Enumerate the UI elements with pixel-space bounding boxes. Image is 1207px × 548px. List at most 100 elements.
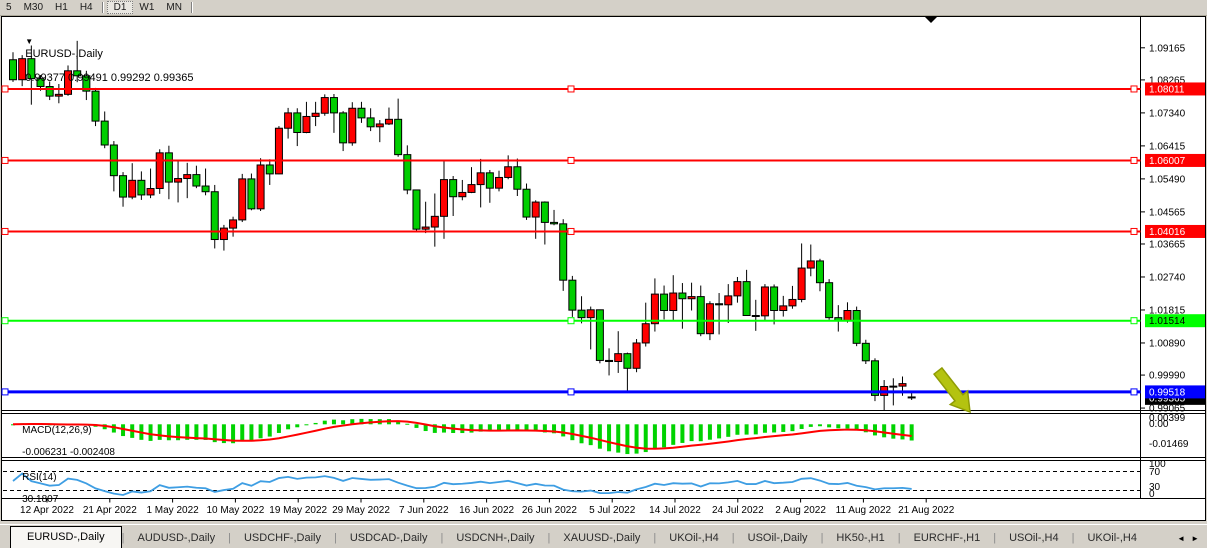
timeframe-button-M30[interactable]: M30 (23, 2, 44, 13)
svg-text:0.99065: 0.99065 (1149, 404, 1186, 415)
timeframe-button-MN[interactable]: MN (166, 2, 182, 13)
tabs-scroll-left-icon[interactable]: ◄ (1177, 534, 1186, 543)
svg-text:1.02740: 1.02740 (1149, 272, 1186, 283)
svg-text:-0.01469: -0.01469 (1149, 439, 1189, 450)
tab-separator: | (1071, 532, 1075, 544)
hline-handle[interactable] (1130, 156, 1138, 164)
tab-usdcnh-daily[interactable]: USDCNH-,Daily (456, 532, 535, 544)
hline-handle[interactable] (1130, 85, 1138, 93)
tab-separator: | (547, 532, 551, 544)
tab-usoil-daily[interactable]: USOil-,Daily (747, 532, 808, 544)
svg-text:1.01815: 1.01815 (1149, 305, 1186, 316)
price-badge-1.04016: 1.04016 (1145, 224, 1205, 238)
hline-handle[interactable] (1, 227, 9, 235)
tab-ukoil-h4[interactable]: UKOil-,H4 (1087, 532, 1137, 544)
hline-1.06007[interactable] (1, 156, 1141, 164)
hline-handle[interactable] (567, 227, 575, 235)
svg-text:0.99365: 0.99365 (1149, 393, 1186, 404)
svg-text:1.08265: 1.08265 (1149, 75, 1186, 86)
tabs-scroll-right-icon[interactable]: ► (1191, 534, 1199, 543)
candles (9, 40, 916, 411)
tab-usdchf-daily[interactable]: USDCHF-,Daily (243, 532, 321, 544)
rsi-line (12, 472, 912, 496)
svg-text:30: 30 (1149, 482, 1161, 493)
svg-text:14 Jul 2022: 14 Jul 2022 (649, 505, 701, 516)
window-top-marker-icon (925, 17, 937, 23)
svg-text:7 Jun 2022: 7 Jun 2022 (399, 505, 449, 516)
toolbar-separator (101, 2, 104, 13)
toolbar-separator (190, 2, 193, 13)
tab-usdcad-daily[interactable]: USDCAD-,Daily (349, 532, 428, 544)
svg-text:1.07340: 1.07340 (1149, 108, 1186, 119)
tab-xauusd-daily[interactable]: XAUUSD-,Daily (563, 532, 641, 544)
svg-text:1.06415: 1.06415 (1149, 141, 1186, 152)
tab-separator: | (731, 532, 735, 544)
chart-tab-bar: EURUSD-,Daily | AUDUSD-,Daily | USDCHF-,Dail… (0, 524, 1207, 548)
hline-handle[interactable] (1, 156, 9, 164)
price-axis: 1.09165 1.08265 1.07340 1.06415 1.05490 1.045… (1141, 43, 1186, 415)
svg-text:29 May 2022: 29 May 2022 (332, 505, 390, 516)
hline-1.01514[interactable] (1, 317, 1141, 325)
hline-handle[interactable] (567, 85, 575, 93)
price-badge-1.01514: 1.01514 (1145, 314, 1205, 328)
timeframe-button-5[interactable]: 5 (6, 2, 12, 13)
hline-handle[interactable] (567, 156, 575, 164)
tab-separator: | (228, 532, 231, 544)
timeframe-button-D1[interactable]: D1 (106, 1, 134, 14)
svg-text:1.00890: 1.00890 (1149, 338, 1186, 349)
hline-1.08011[interactable] (1, 85, 1141, 93)
hline-handle[interactable] (1, 388, 9, 396)
tab-separator: | (897, 532, 901, 544)
svg-text:0.99518: 0.99518 (1149, 387, 1186, 398)
trend-arrow-annotation[interactable] (929, 364, 978, 419)
timeframe-button-W1[interactable]: W1 (139, 2, 155, 13)
svg-text:12 Apr 2022: 12 Apr 2022 (20, 505, 74, 516)
tab-separator: | (121, 532, 125, 544)
svg-text:16 Jun 2022: 16 Jun 2022 (459, 505, 514, 516)
svg-text:70: 70 (1149, 467, 1161, 478)
hline-handle[interactable] (1130, 227, 1138, 235)
tab-eurusd-daily[interactable]: EURUSD-,Daily (10, 526, 122, 548)
svg-text:5 Jul 2022: 5 Jul 2022 (589, 505, 636, 516)
hline-handle[interactable] (1, 317, 9, 325)
svg-text:21 Apr 2022: 21 Apr 2022 (83, 505, 137, 516)
tab-audusd-daily[interactable]: AUDUSD-,Daily (137, 532, 216, 544)
svg-text:0.00: 0.00 (1149, 419, 1169, 430)
hline-handle[interactable] (567, 317, 575, 325)
svg-text:2 Aug 2022: 2 Aug 2022 (775, 505, 826, 516)
hline-handle[interactable] (1, 85, 9, 93)
svg-text:0.00399: 0.00399 (1149, 413, 1186, 424)
price-badge-0.99518: 0.99518 (1145, 385, 1205, 399)
tab-hk50-h1[interactable]: HK50-,H1 (836, 532, 885, 544)
svg-text:26 Jun 2022: 26 Jun 2022 (522, 505, 577, 516)
hline-handle[interactable] (1130, 317, 1138, 325)
tab-separator: | (820, 532, 824, 544)
macd-signal-line (12, 420, 912, 450)
tab-usoil-h4[interactable]: USOil-,H4 (1009, 532, 1059, 544)
svg-text:24 Jul 2022: 24 Jul 2022 (712, 505, 764, 516)
timeframe-button-H1[interactable]: H1 (55, 2, 68, 13)
svg-text:100: 100 (1149, 459, 1166, 470)
svg-text:1.03665: 1.03665 (1149, 239, 1186, 250)
timeframe-button-H4[interactable]: H4 (79, 2, 93, 13)
svg-text:1.06007: 1.06007 (1149, 156, 1186, 167)
svg-text:1.09165: 1.09165 (1149, 43, 1186, 54)
tab-separator: | (653, 532, 657, 544)
time-axis: 12 Apr 2022 21 Apr 2022 1 May 2022 10 May 2… (20, 498, 955, 516)
svg-text:1 May 2022: 1 May 2022 (146, 505, 199, 516)
svg-text:21 Aug 2022: 21 Aug 2022 (898, 505, 955, 516)
svg-text:11 Aug 2022: 11 Aug 2022 (836, 505, 892, 516)
svg-text:1.04016: 1.04016 (1149, 227, 1186, 238)
timeframe-toolbar: 5 M30 H1 H4 D1 W1 MN (0, 0, 1207, 16)
tab-separator: | (333, 532, 337, 544)
chart-window-frame (1, 16, 1206, 521)
svg-text:0.99990: 0.99990 (1149, 371, 1186, 382)
hline-handle[interactable] (1130, 388, 1138, 396)
hline-1.04016[interactable] (1, 227, 1141, 235)
tab-separator: | (993, 532, 997, 544)
tab-ukoil-h4[interactable]: UKOil-,H4 (669, 532, 719, 544)
tab-eurchf-h1[interactable]: EURCHF-,H1 (913, 532, 981, 544)
hline-handle[interactable] (567, 388, 575, 396)
